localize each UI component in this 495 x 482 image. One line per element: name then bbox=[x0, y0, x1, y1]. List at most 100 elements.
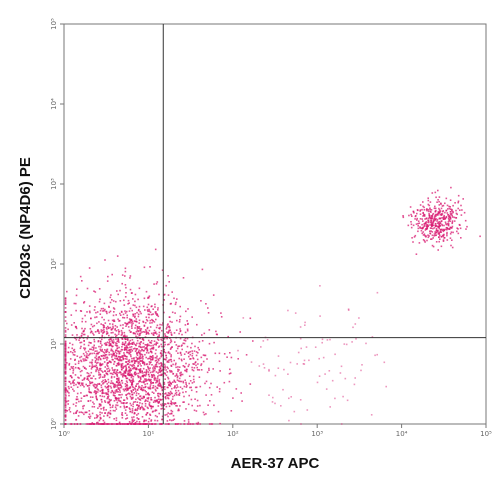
dot bbox=[126, 344, 128, 347]
dot bbox=[180, 380, 183, 383]
dot bbox=[127, 370, 129, 373]
dot bbox=[107, 385, 110, 388]
dot bbox=[91, 362, 93, 364]
dot bbox=[421, 208, 423, 211]
dot bbox=[423, 239, 426, 242]
dot bbox=[182, 277, 185, 279]
dot bbox=[443, 233, 445, 236]
dot bbox=[96, 421, 98, 424]
dot bbox=[154, 303, 156, 306]
dot bbox=[152, 367, 154, 369]
dot bbox=[129, 387, 132, 389]
dot bbox=[204, 382, 206, 385]
dot bbox=[142, 305, 145, 308]
dot bbox=[100, 329, 103, 331]
dot bbox=[444, 228, 447, 231]
dot bbox=[99, 348, 102, 351]
dot bbox=[110, 380, 113, 382]
dot bbox=[132, 332, 135, 335]
dot bbox=[130, 376, 133, 379]
dot bbox=[136, 404, 138, 406]
dot bbox=[331, 379, 334, 382]
dot bbox=[98, 419, 101, 422]
dot bbox=[149, 413, 151, 416]
dot bbox=[194, 361, 197, 363]
dot bbox=[443, 214, 445, 217]
dot bbox=[132, 389, 135, 391]
dot bbox=[64, 396, 67, 399]
dot bbox=[174, 423, 177, 425]
dot bbox=[165, 374, 168, 377]
dot bbox=[171, 398, 174, 400]
dot bbox=[80, 400, 82, 402]
dot bbox=[102, 407, 105, 409]
dot bbox=[119, 358, 121, 360]
dot bbox=[124, 383, 127, 385]
dot bbox=[128, 359, 131, 361]
dot bbox=[426, 209, 428, 212]
dot bbox=[105, 357, 107, 359]
dot bbox=[167, 415, 169, 418]
dot bbox=[223, 353, 226, 355]
dot bbox=[64, 327, 67, 329]
dot bbox=[161, 324, 163, 326]
dot bbox=[132, 378, 134, 380]
dot bbox=[138, 326, 141, 328]
dot bbox=[170, 333, 173, 335]
dot bbox=[106, 414, 109, 416]
dot bbox=[119, 324, 122, 327]
dot bbox=[109, 404, 111, 406]
dot bbox=[152, 382, 154, 384]
dot bbox=[132, 298, 134, 300]
dot bbox=[437, 189, 439, 192]
dot bbox=[167, 394, 169, 396]
dot bbox=[417, 227, 420, 230]
dot bbox=[122, 313, 125, 316]
dot bbox=[113, 341, 115, 343]
dot bbox=[105, 380, 107, 383]
dot bbox=[432, 245, 435, 248]
dot bbox=[435, 196, 437, 199]
dot bbox=[262, 363, 265, 365]
dot bbox=[410, 226, 413, 229]
dot bbox=[119, 400, 122, 403]
dot bbox=[132, 380, 135, 383]
dot bbox=[282, 388, 284, 391]
dot bbox=[118, 346, 120, 349]
dot bbox=[175, 362, 177, 365]
dot bbox=[124, 375, 127, 377]
dot bbox=[447, 224, 450, 227]
dot bbox=[135, 390, 137, 393]
dot bbox=[72, 353, 75, 356]
dot bbox=[64, 334, 67, 336]
dot bbox=[87, 354, 90, 357]
dot bbox=[102, 332, 104, 334]
dot bbox=[117, 388, 119, 390]
dot bbox=[112, 327, 114, 329]
dot bbox=[187, 323, 189, 325]
dot bbox=[419, 210, 421, 212]
dot bbox=[442, 240, 445, 242]
dot bbox=[91, 346, 94, 349]
dot bbox=[151, 391, 154, 393]
dot bbox=[147, 393, 149, 396]
dot bbox=[183, 342, 186, 345]
dot bbox=[92, 375, 95, 377]
dot bbox=[172, 373, 174, 375]
dot bbox=[179, 328, 181, 330]
dot bbox=[165, 423, 167, 425]
dot bbox=[150, 356, 153, 358]
dot bbox=[185, 310, 187, 313]
dot bbox=[447, 208, 449, 210]
dot bbox=[112, 350, 114, 353]
dot bbox=[149, 341, 152, 344]
dot bbox=[101, 423, 104, 425]
dot bbox=[326, 339, 329, 341]
dot bbox=[101, 389, 104, 392]
dot bbox=[139, 380, 141, 382]
dot bbox=[126, 322, 129, 325]
dot bbox=[140, 350, 142, 352]
dot bbox=[130, 348, 133, 351]
dot bbox=[147, 420, 150, 423]
dot bbox=[137, 423, 139, 425]
